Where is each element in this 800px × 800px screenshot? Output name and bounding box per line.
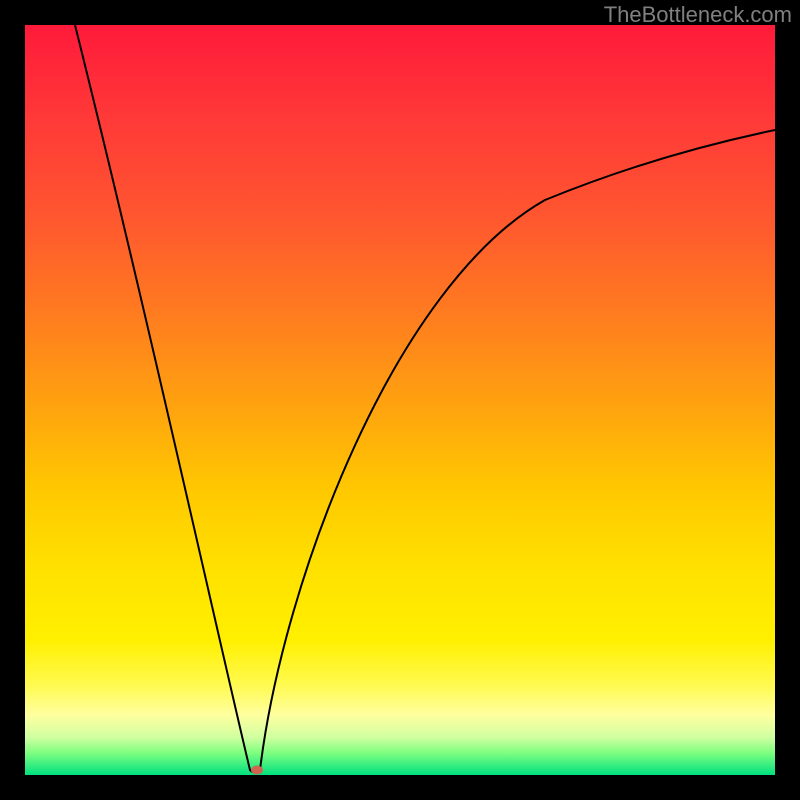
watermark-text: TheBottleneck.com bbox=[604, 2, 792, 28]
minimum-point-marker bbox=[251, 766, 263, 775]
bottleneck-curve bbox=[75, 25, 775, 773]
chart-area bbox=[25, 25, 775, 775]
curve-overlay bbox=[25, 25, 775, 775]
